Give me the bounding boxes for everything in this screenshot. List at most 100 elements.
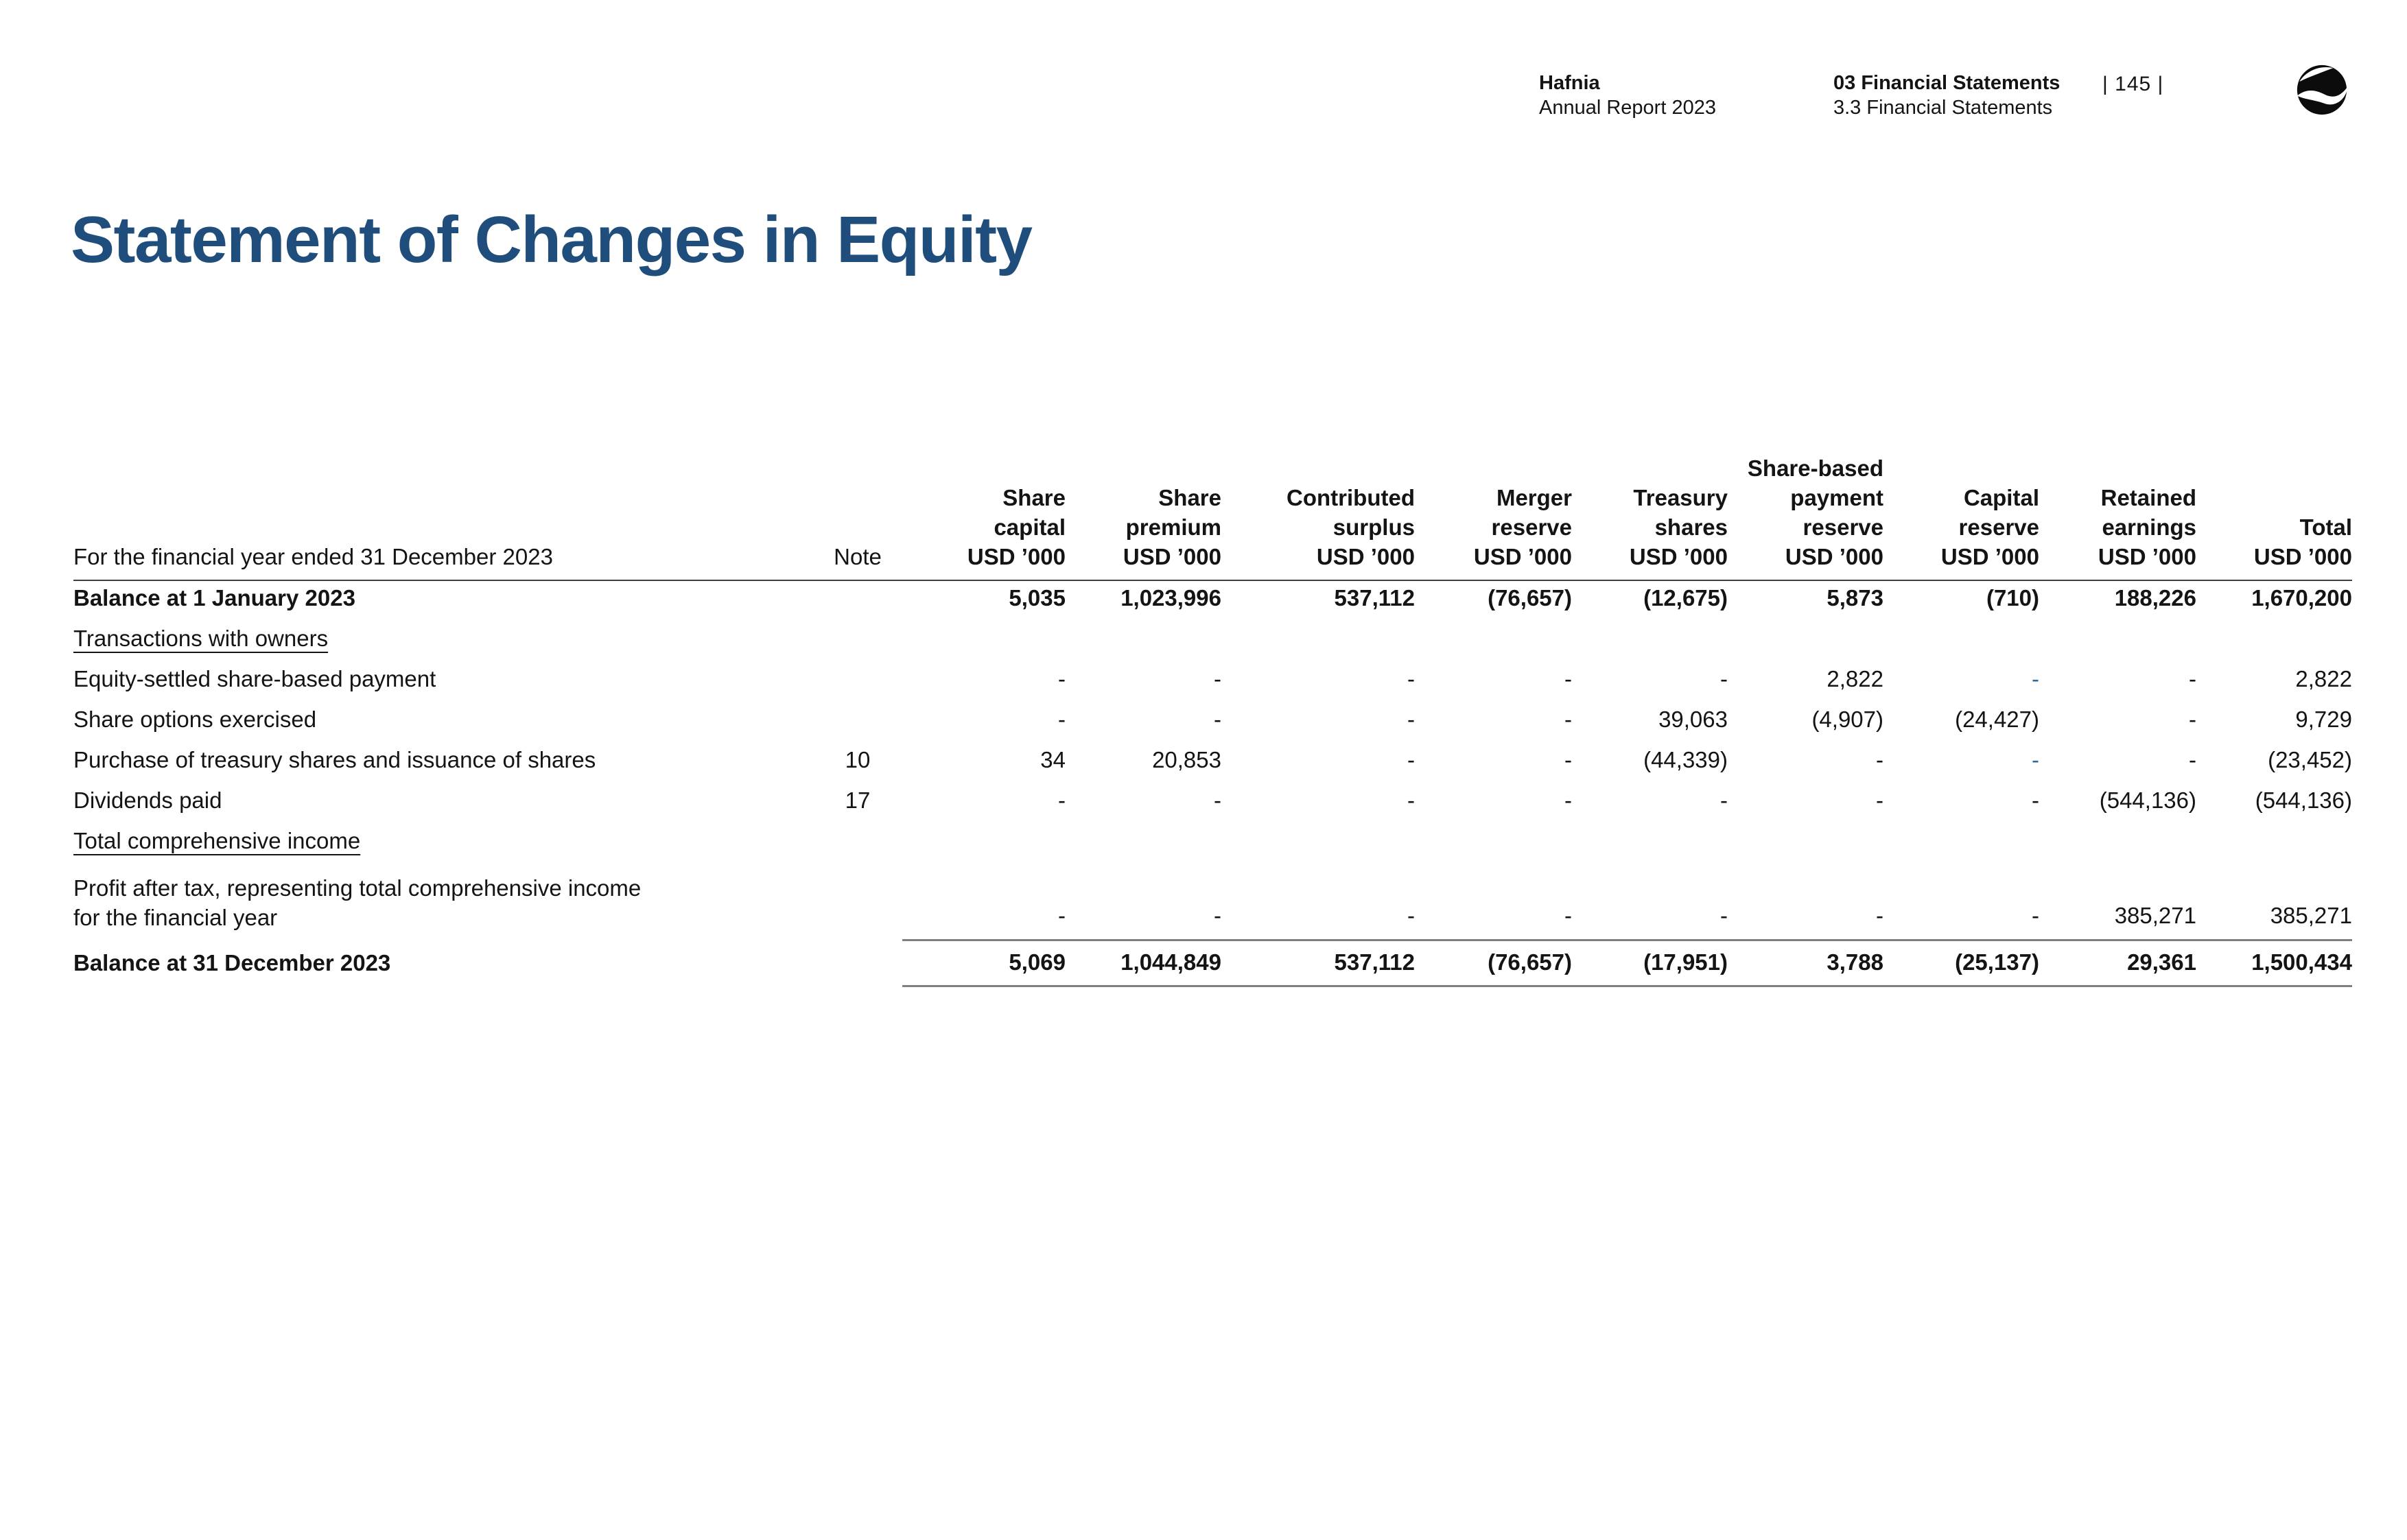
cell-value: - <box>1720 787 1728 813</box>
section-title: 03 Financial Statements <box>1833 72 2060 94</box>
cell-value: - <box>1876 787 1883 813</box>
cell-value: 2,822 <box>2295 666 2352 691</box>
cell-value: - <box>1564 747 1572 772</box>
note-value <box>813 581 902 621</box>
cell-value: 9,729 <box>2295 707 2352 732</box>
cell-value: 39,063 <box>1658 707 1728 732</box>
col-header-retained-earnings: Retained earnings USD ’000 <box>2098 485 2196 569</box>
cell-value <box>1883 824 2039 864</box>
note-value <box>813 621 902 662</box>
note-value: 17 <box>845 787 871 813</box>
cell-value <box>1415 621 1572 662</box>
table-row: Transactions with owners <box>73 621 2352 662</box>
cell-value <box>2196 621 2352 662</box>
hafnia-logo-icon <box>2292 60 2351 119</box>
cell-value: - <box>1058 666 1066 691</box>
cell-value: (24,427) <box>1955 707 2039 732</box>
col-header-treasury-shares: Treasury shares USD ’000 <box>1629 485 1728 569</box>
cell-value: 385,271 <box>2039 864 2196 941</box>
cell-value <box>1221 824 1415 864</box>
cell-value: - <box>1572 864 1728 941</box>
cell-value <box>1572 824 1728 864</box>
page-number: | 145 | <box>2102 73 2164 95</box>
cell-value: - <box>2189 747 2196 772</box>
cell-value <box>902 621 1066 662</box>
cell-value: - <box>1728 864 1883 941</box>
cell-value: (25,137) <box>1883 941 2039 987</box>
cell-value: 20,853 <box>1152 747 1221 772</box>
table-row: Profit after tax, representing total com… <box>73 864 2352 941</box>
cell-value: - <box>1407 747 1415 772</box>
table-row: Balance at 1 January 2023 5,035 1,023,996 5… <box>73 581 2352 621</box>
cell-value: - <box>2032 666 2039 691</box>
note-value <box>813 662 902 702</box>
report-section: 03 Financial Statements 3.3 Financial St… <box>1833 71 2060 120</box>
cell-value <box>1728 824 1883 864</box>
cell-value: - <box>1407 707 1415 732</box>
note-value <box>813 864 902 941</box>
cell-value <box>2039 621 2196 662</box>
cell-value: - <box>1876 747 1883 772</box>
cell-value: - <box>1214 666 1221 691</box>
cell-value <box>2039 824 2196 864</box>
cell-value: - <box>2032 787 2039 813</box>
cell-value: - <box>1415 864 1572 941</box>
cell-value: 5,035 <box>1009 585 1066 611</box>
cell-value: (23,452) <box>2268 747 2352 772</box>
cell-value: - <box>2189 666 2196 691</box>
cell-value: 1,670,200 <box>2251 585 2352 611</box>
table-body: Balance at 1 January 2023 5,035 1,023,996 5… <box>73 581 2352 987</box>
report-brand: Hafnia Annual Report 2023 <box>1539 71 1716 120</box>
col-header-share-capital: Share capital USD ’000 <box>967 485 1066 569</box>
cell-value: - <box>1214 707 1221 732</box>
row-label: Balance at 1 January 2023 <box>73 585 355 611</box>
cell-value: 537,112 <box>1334 585 1415 611</box>
section-subtitle: 3.3 Financial Statements <box>1833 97 2053 119</box>
cell-value: 2,822 <box>1827 666 1883 691</box>
cell-value <box>1572 621 1728 662</box>
cell-value <box>1221 621 1415 662</box>
cell-value: - <box>2189 707 2196 732</box>
note-value <box>813 824 902 864</box>
table-row: Equity-settled share-based payment - - - - - 2… <box>73 662 2352 702</box>
table-header-row: For the financial year ended 31 December… <box>73 453 2352 581</box>
note-value <box>813 941 902 987</box>
cell-value: 1,500,434 <box>2196 941 2352 987</box>
cell-value: 5,069 <box>902 941 1066 987</box>
cell-value: (710) <box>1986 585 2039 611</box>
col-header-total: Total USD ’000 <box>2253 514 2352 569</box>
cell-value: (76,657) <box>1488 585 1572 611</box>
cell-value: 1,044,849 <box>1066 941 1221 987</box>
cell-value: - <box>1883 864 2039 941</box>
note-value: 10 <box>845 747 871 772</box>
cell-value: 3,788 <box>1728 941 1883 987</box>
cell-value: (44,339) <box>1643 747 1728 772</box>
cell-value <box>902 824 1066 864</box>
cell-value: - <box>902 864 1066 941</box>
col-header-contributed-surplus: Contributed surplus USD ’000 <box>1287 485 1415 569</box>
cell-value: (544,136) <box>2099 787 2196 813</box>
cell-value: (76,657) <box>1415 941 1572 987</box>
page-title: Statement of Changes in Equity <box>71 203 1033 276</box>
cell-value <box>1066 621 1221 662</box>
table-row: Dividends paid 17 - - - - - - - (544,136) (544,136… <box>73 783 2352 824</box>
table-row: Balance at 31 December 2023 5,069 1,044,84… <box>73 941 2352 987</box>
cell-value: (17,951) <box>1572 941 1728 987</box>
row-label: Dividends paid <box>73 787 222 813</box>
cell-value: - <box>1564 787 1572 813</box>
cell-value: 537,112 <box>1221 941 1415 987</box>
row-label: Equity-settled share-based payment <box>73 666 436 691</box>
table-row: Share options exercised - - - - 39,063 (4,907)… <box>73 702 2352 743</box>
table-row: Total comprehensive income <box>73 824 2352 864</box>
cell-value: 188,226 <box>2114 585 2196 611</box>
cell-value: 5,873 <box>1827 585 1883 611</box>
cell-value <box>1415 824 1572 864</box>
cell-value: (12,675) <box>1643 585 1728 611</box>
note-column-header: Note <box>834 544 882 569</box>
cell-value <box>1883 621 2039 662</box>
col-header-merger-reserve: Merger reserve USD ’000 <box>1473 485 1572 569</box>
cell-value: - <box>1720 666 1728 691</box>
row-label: Profit after tax, representing total com… <box>73 875 642 930</box>
brand-subtitle: Annual Report 2023 <box>1539 97 1716 119</box>
